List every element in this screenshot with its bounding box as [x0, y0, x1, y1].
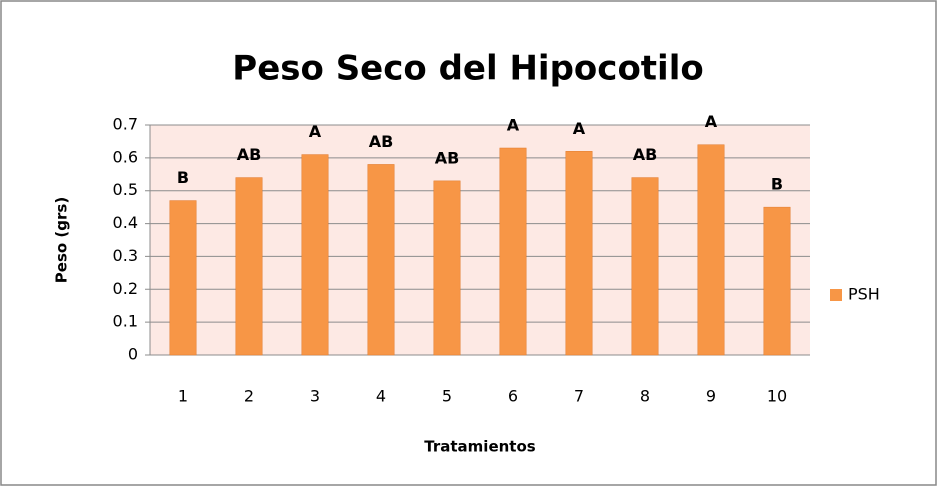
bar: [763, 206, 791, 356]
annotation: A: [573, 119, 586, 138]
annotation: A: [309, 122, 322, 141]
annotation: AB: [237, 145, 262, 164]
bar: [433, 180, 461, 356]
annotation: A: [705, 112, 718, 131]
y-tick-label: 0.2: [113, 279, 138, 298]
x-tick-label: 8: [640, 387, 650, 406]
y-tick-label: 0.5: [113, 180, 138, 199]
y-tick-label: 0.4: [113, 213, 138, 232]
bar: [631, 177, 659, 356]
x-tick-label: 5: [442, 387, 452, 406]
legend-swatch: [830, 289, 842, 301]
y-tick-label: 0.3: [113, 246, 138, 265]
x-tick-label: 9: [706, 387, 716, 406]
annotation: A: [507, 116, 520, 135]
y-tick-label: 0.1: [113, 312, 138, 331]
legend-label: PSH: [848, 285, 880, 304]
y-tick-label: 0: [128, 345, 138, 364]
annotation: AB: [435, 148, 460, 167]
bar: [565, 151, 593, 356]
bar: [697, 144, 725, 356]
annotation: B: [177, 168, 189, 187]
annotation: AB: [633, 145, 658, 164]
bar: [301, 154, 329, 356]
x-tick-label: 10: [767, 387, 787, 406]
x-axis-label: Tratamientos: [424, 438, 535, 456]
annotation: B: [771, 175, 783, 194]
x-tick-label: 1: [178, 387, 188, 406]
y-axis-label: Peso (grs): [53, 197, 71, 283]
x-tick-label: 7: [574, 387, 584, 406]
bar: [169, 200, 197, 356]
y-tick-label: 0.6: [113, 147, 138, 166]
bar: [367, 164, 395, 356]
x-tick-label: 2: [244, 387, 254, 406]
bar: [499, 147, 527, 356]
x-tick-label: 3: [310, 387, 320, 406]
y-tick-label: 0.7: [113, 115, 138, 134]
bar: [235, 177, 263, 356]
x-tick-label: 6: [508, 387, 518, 406]
x-tick-label: 4: [376, 387, 386, 406]
chart-title: Peso Seco del Hipocotilo: [232, 49, 703, 89]
annotation: AB: [369, 132, 394, 151]
